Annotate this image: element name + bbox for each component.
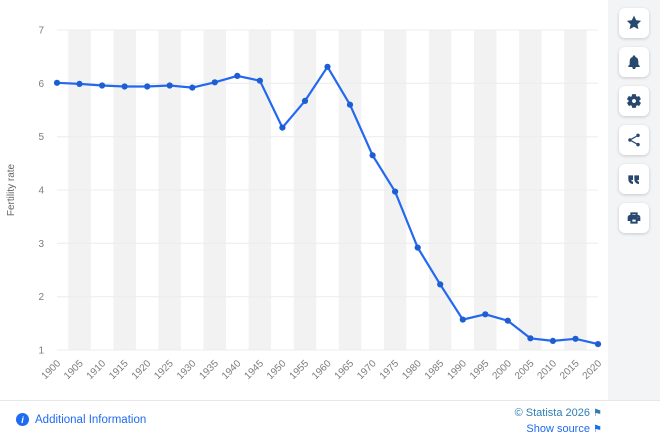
additional-information-link[interactable]: i Additional Information <box>16 413 146 426</box>
statista-copyright-link[interactable]: © Statista 2026 ⚑ <box>514 407 602 419</box>
svg-text:1990: 1990 <box>445 358 469 382</box>
show-source-link[interactable]: Show source ⚑ <box>526 422 602 435</box>
svg-text:1925: 1925 <box>152 358 176 382</box>
svg-text:6: 6 <box>38 79 44 90</box>
svg-text:1: 1 <box>38 346 44 357</box>
svg-text:1905: 1905 <box>62 358 86 382</box>
footer-source-block: © Statista 2026 ⚑ Show source ⚑ <box>515 406 602 438</box>
print-button[interactable] <box>619 203 649 233</box>
svg-text:1940: 1940 <box>220 358 244 382</box>
share-button[interactable] <box>619 125 649 155</box>
favorite-button[interactable] <box>619 8 649 38</box>
print-icon <box>627 212 641 224</box>
svg-text:2010: 2010 <box>536 358 560 382</box>
svg-text:4: 4 <box>38 186 44 197</box>
settings-button[interactable] <box>619 86 649 116</box>
svg-text:7: 7 <box>38 26 44 37</box>
svg-text:2020: 2020 <box>581 358 605 382</box>
flag-icon: ⚑ <box>593 423 602 435</box>
additional-information-label: Additional Information <box>35 413 147 426</box>
svg-text:1950: 1950 <box>265 358 289 382</box>
svg-text:2000: 2000 <box>490 358 514 382</box>
gear-icon <box>627 94 641 108</box>
svg-text:2015: 2015 <box>558 358 582 382</box>
quote-icon <box>628 175 639 185</box>
svg-text:5: 5 <box>38 132 44 143</box>
svg-text:Fertility rate: Fertility rate <box>6 163 17 216</box>
svg-text:1975: 1975 <box>378 358 402 382</box>
svg-text:3: 3 <box>38 239 44 250</box>
bell-icon <box>628 55 640 70</box>
svg-text:1930: 1930 <box>175 358 199 382</box>
info-icon: i <box>16 413 29 426</box>
footer: i Additional Information © Statista 2026… <box>0 400 660 441</box>
svg-text:2005: 2005 <box>513 358 537 382</box>
share-icon <box>628 133 640 147</box>
svg-text:1945: 1945 <box>243 358 267 382</box>
toolbar-strip <box>608 0 660 400</box>
star-icon <box>626 15 642 30</box>
svg-text:1915: 1915 <box>107 358 131 382</box>
svg-text:1995: 1995 <box>468 358 492 382</box>
svg-text:1985: 1985 <box>423 358 447 382</box>
quote-button[interactable] <box>619 164 649 194</box>
svg-text:1965: 1965 <box>333 358 357 382</box>
svg-text:1960: 1960 <box>310 358 334 382</box>
svg-text:1900: 1900 <box>40 358 64 382</box>
svg-text:2: 2 <box>38 292 44 303</box>
flag-icon: ⚑ <box>593 408 602 419</box>
svg-text:1980: 1980 <box>400 358 424 382</box>
svg-text:1970: 1970 <box>355 358 379 382</box>
svg-text:1920: 1920 <box>130 358 154 382</box>
notifications-button[interactable] <box>619 47 649 77</box>
chart-area: 1 2 3 4 5 6 7 1900 1905 1910 1915 1920 1925 1930 1935 1… <box>6 26 605 382</box>
svg-text:1935: 1935 <box>197 358 221 382</box>
svg-text:1910: 1910 <box>85 358 109 382</box>
svg-text:1955: 1955 <box>288 358 312 382</box>
